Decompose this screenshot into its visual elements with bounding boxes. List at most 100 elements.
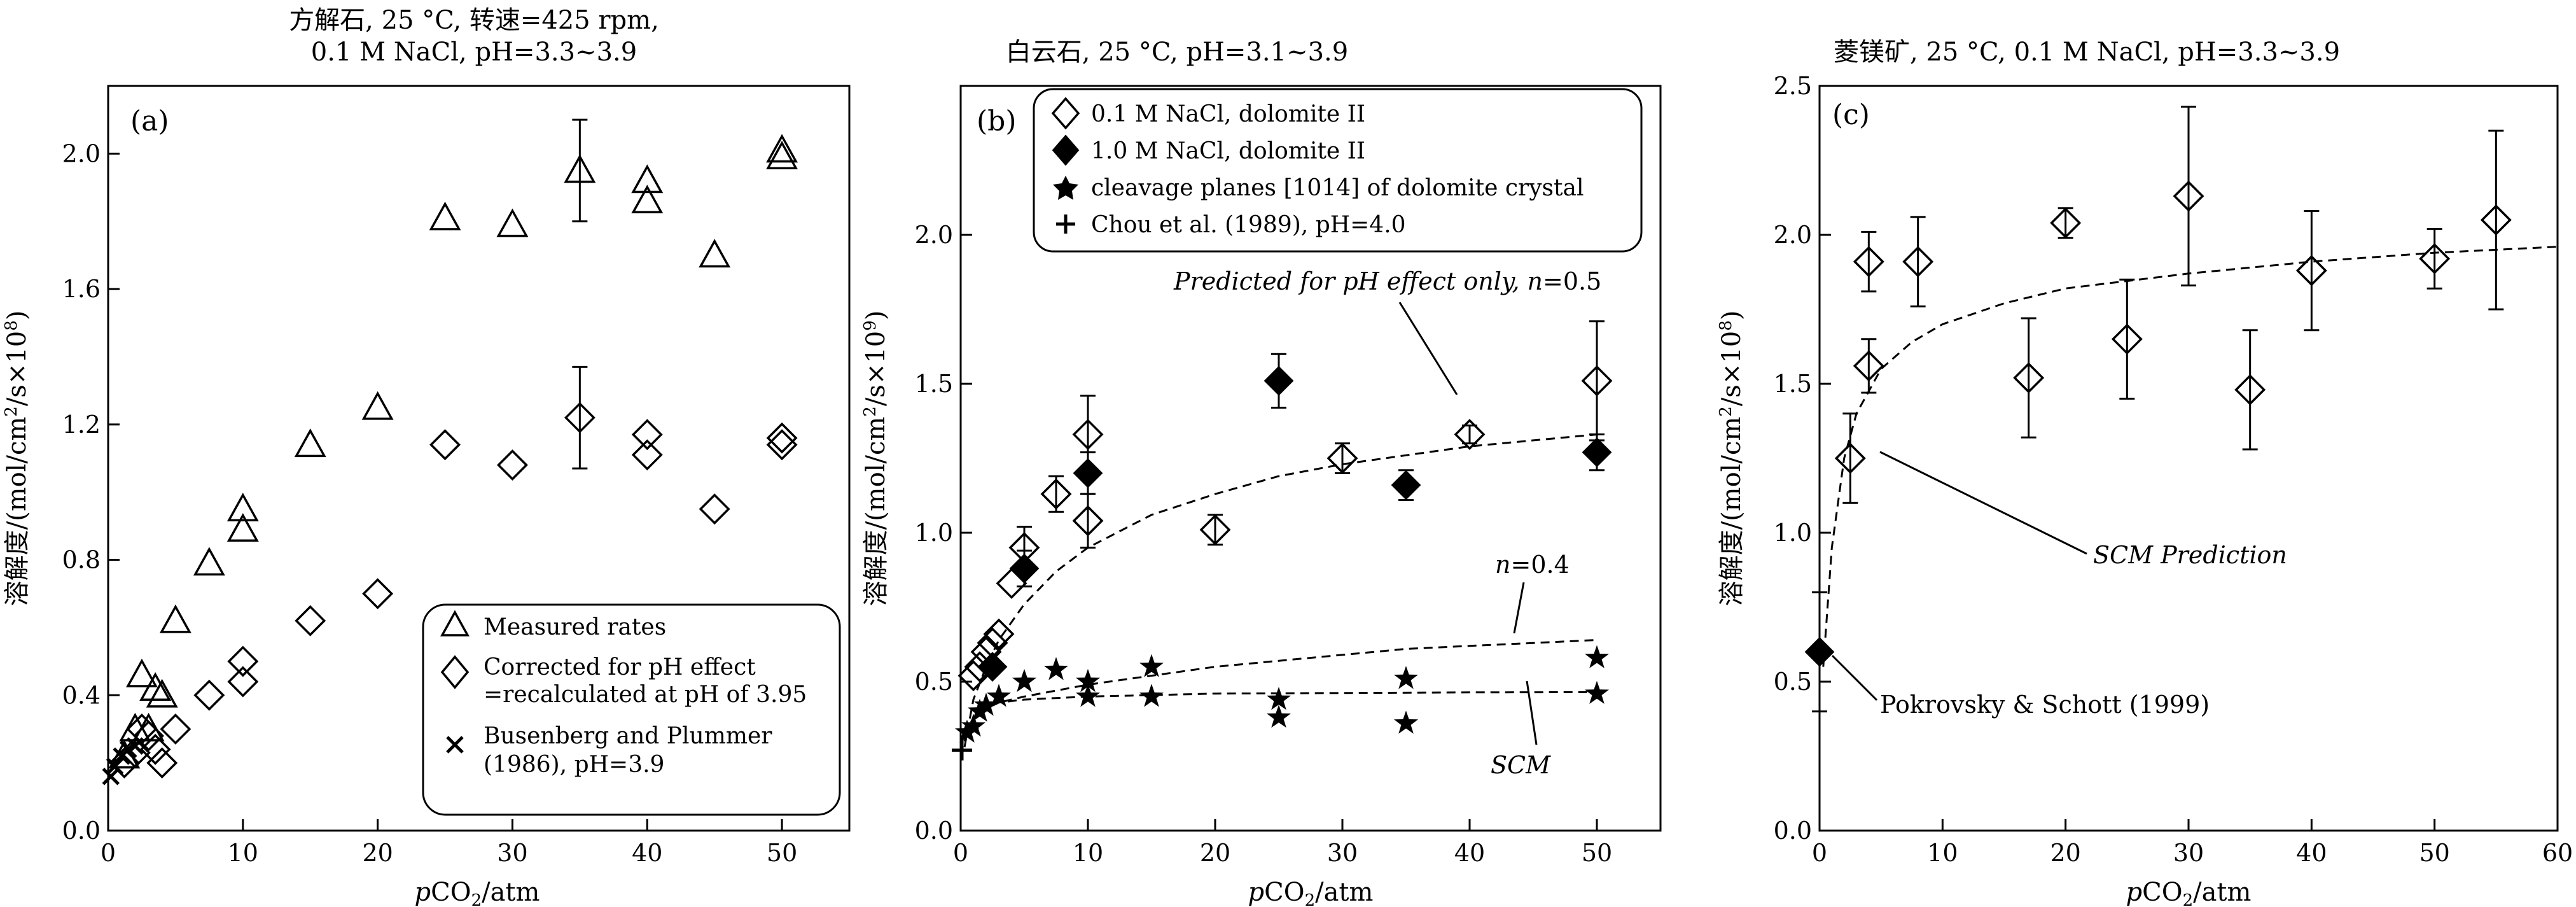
data-point-triangle-open xyxy=(146,678,178,708)
annotation-pokrovsky-leader xyxy=(1831,654,1878,701)
y-tick-label: 1.2 xyxy=(62,411,101,439)
data-point-x xyxy=(126,737,144,755)
legend-item-chou: Chou et al. (1989), pH=4.0 xyxy=(1091,212,1406,238)
data-point-diamond-open xyxy=(1834,442,1866,474)
data-point-star xyxy=(961,714,985,737)
error-bar xyxy=(2181,106,2196,287)
data-point-diamond-open xyxy=(564,402,595,433)
x-tick-label: 30 xyxy=(1327,839,1358,867)
x-tick-label: 20 xyxy=(362,839,393,867)
panel-c-title: 菱镁矿, 25 °C, 0.1 M NaCl, pH=3.3~3.9 xyxy=(1834,38,2340,67)
legend-diamond-symbol xyxy=(440,655,470,689)
legend-triangle-symbol xyxy=(440,610,470,636)
data-point-star xyxy=(1139,684,1164,707)
data-point-triangle-open xyxy=(429,201,461,230)
panel-a-legend: Measured rates Corrected for pH effect =… xyxy=(422,603,841,816)
x-tick-label: 10 xyxy=(1927,839,1958,867)
y-tick-label: 2.0 xyxy=(915,221,953,249)
x-tick-label: 40 xyxy=(2296,839,2327,867)
legend-item-cleavage-planes: cleavage planes [1014] of dolomite cryst… xyxy=(1091,175,1584,201)
data-point-diamond-open xyxy=(227,645,259,677)
data-point-plus xyxy=(952,740,972,761)
annotation-n04: n=0.4 xyxy=(1495,551,1570,579)
panel-c-xlabel: pCO2/atm xyxy=(2126,878,2252,907)
error-bar xyxy=(572,365,588,470)
data-point-diamond-filled xyxy=(1582,437,1612,468)
data-point-diamond-filled xyxy=(1804,636,1835,667)
data-point-triangle-open xyxy=(631,164,664,193)
error-bar xyxy=(1589,320,1605,442)
panel-b-data xyxy=(952,320,1613,761)
panel-c-label: (c) xyxy=(1832,99,1870,131)
annotation-pokrovsky: Pokrovsky & Schott (1999) xyxy=(1880,691,2210,719)
data-point-diamond-open xyxy=(1902,246,1934,278)
error-bar xyxy=(1335,442,1350,474)
data-point-triangle-open xyxy=(139,672,172,701)
legend-item-busenberg-line2: (1986), pH=3.9 xyxy=(484,752,664,778)
data-point-star xyxy=(1267,687,1291,710)
panel-b-legend-box xyxy=(1033,88,1643,253)
y-tick-label: 0.0 xyxy=(1774,817,1812,845)
panel-c-ylabel: 溶解度/(mol/cm2/s×108) xyxy=(1716,311,1746,607)
legend-item-corrected-line1: Corrected for pH effect xyxy=(484,654,756,680)
x-tick-label: 60 xyxy=(2542,839,2573,867)
x-tick-label: 20 xyxy=(2050,839,2080,867)
y-tick-label: 1.5 xyxy=(915,370,953,398)
x-tick-label: 40 xyxy=(632,839,662,867)
data-point-diamond-open xyxy=(227,666,259,698)
legend-plus-symbol xyxy=(1056,214,1075,234)
data-point-diamond-open xyxy=(2050,207,2082,239)
data-point-diamond-open xyxy=(496,449,528,481)
panel-b-label: (b) xyxy=(977,105,1017,137)
x-tick-label: 0 xyxy=(101,839,116,867)
data-point-triangle-open xyxy=(699,239,731,268)
annotation-scm: SCM xyxy=(1491,751,1551,779)
y-tick-label: 0.5 xyxy=(1774,668,1812,696)
data-point-star xyxy=(1585,680,1609,704)
data-point-star xyxy=(955,719,979,743)
error-bar xyxy=(2242,329,2258,451)
data-point-diamond-open xyxy=(766,429,798,461)
annotation-scm-prediction-leader xyxy=(1879,451,2087,555)
error-bar xyxy=(1048,475,1064,513)
data-point-diamond-filled xyxy=(1264,365,1294,396)
x-tick-label: 50 xyxy=(1582,839,1612,867)
annotation-predicted-leader xyxy=(1398,302,1458,395)
data-point-diamond-open xyxy=(1853,350,1884,382)
legend-cross-symbol xyxy=(446,736,464,754)
data-point-triangle-open xyxy=(361,391,394,420)
x-tick-label: 50 xyxy=(767,839,797,867)
panel-a: 方解石, 25 °C, 转速=425 rpm, 0.1 M NaCl, pH=3… xyxy=(2,6,851,907)
data-point-diamond-open xyxy=(133,720,165,752)
legend-item-measured-rates: Measured rates xyxy=(484,614,666,640)
x-tick-label: 20 xyxy=(1200,839,1230,867)
error-bar xyxy=(1080,493,1096,549)
x-tick-label: 10 xyxy=(228,839,258,867)
data-point-star xyxy=(1585,645,1609,668)
panel-b-legend: 0.1 M NaCl, dolomite II 1.0 M NaCl, dolo… xyxy=(1033,88,1643,253)
data-point-diamond-open xyxy=(160,713,191,745)
data-point-star xyxy=(1139,654,1164,677)
panel-b-title: 白云石, 25 °C, pH=3.1~3.9 xyxy=(1006,38,1348,67)
data-point-star xyxy=(1076,684,1100,707)
data-point-diamond-open xyxy=(193,679,225,711)
data-point-diamond-open xyxy=(1581,365,1613,397)
error-bar xyxy=(1861,230,1877,293)
y-tick-label: 2.0 xyxy=(62,139,101,167)
error-bar xyxy=(1462,425,1477,445)
panel-a-legend-box xyxy=(422,603,841,816)
panel-b-plot-frame xyxy=(959,85,1662,832)
data-point-x xyxy=(106,757,124,775)
error-bar xyxy=(2119,278,2135,400)
legend-item-01m-nacl: 0.1 M NaCl, dolomite II xyxy=(1091,101,1365,127)
legend-item-10m-nacl: 1.0 M NaCl, dolomite II xyxy=(1091,138,1365,164)
x-tick-label: 10 xyxy=(1073,839,1103,867)
data-point-diamond-open xyxy=(1853,246,1884,278)
data-point-star xyxy=(968,698,992,722)
error-bar xyxy=(1208,514,1223,546)
annotation-n04-leader xyxy=(1513,582,1525,634)
data-point-triangle-open xyxy=(226,513,259,542)
data-point-diamond-open xyxy=(139,733,171,765)
panel-b-ylabel: 溶解度/(mol/cm2/s×109) xyxy=(861,311,891,607)
